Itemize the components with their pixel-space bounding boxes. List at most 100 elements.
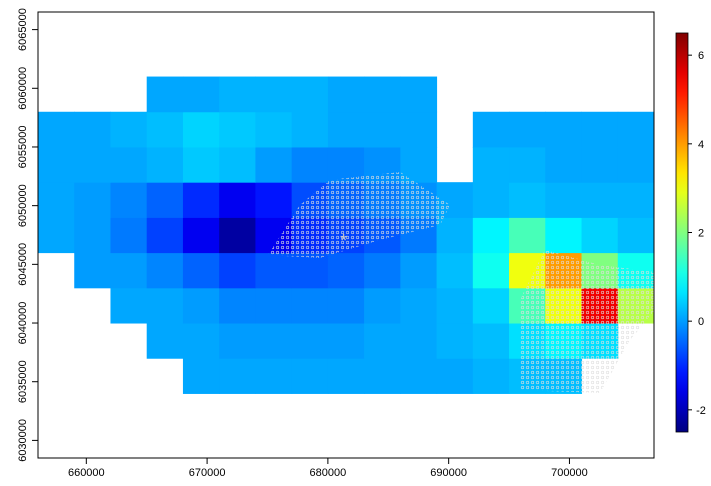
cell (327, 252, 365, 289)
cell (400, 287, 438, 324)
cell (291, 111, 329, 148)
cell (146, 182, 184, 218)
x-tick-label: 680000 (310, 467, 347, 479)
cell (545, 111, 583, 148)
cell (545, 146, 583, 183)
cell (364, 287, 401, 324)
cell (146, 217, 184, 254)
cell (74, 252, 111, 289)
cell (219, 252, 256, 289)
cell (182, 182, 220, 218)
colorbar-tick-label: 6 (698, 50, 704, 62)
cell (617, 217, 655, 254)
cell (255, 358, 293, 394)
colorbar-tick-label: 4 (698, 139, 704, 151)
y-tick-label: 6035000 (17, 360, 29, 403)
cell (400, 111, 438, 148)
cell (146, 287, 184, 324)
cell (219, 323, 256, 359)
cell (74, 217, 111, 254)
cell (364, 323, 401, 359)
cell (146, 252, 184, 289)
cell (38, 182, 75, 218)
y-tick-label: 6050000 (17, 184, 29, 227)
cell (545, 182, 583, 218)
cell (364, 358, 401, 394)
cell (472, 182, 510, 218)
y-tick-label: 6030000 (17, 419, 29, 462)
cell (219, 182, 256, 218)
cell (110, 217, 148, 254)
sample-area (268, 172, 450, 258)
cell (472, 287, 510, 324)
cell (219, 358, 256, 394)
cell (617, 146, 655, 183)
cell (436, 323, 474, 359)
cell (110, 111, 148, 148)
colorbar-tick-label: 2 (698, 228, 704, 240)
y-tick-label: 6065000 (17, 8, 29, 51)
y-tick-label: 6045000 (17, 243, 29, 286)
cell (436, 287, 474, 324)
cell (110, 182, 148, 218)
cell (219, 76, 256, 113)
y-tick-label: 6055000 (17, 126, 29, 169)
x-tick-label: 690000 (430, 467, 467, 479)
cell (182, 252, 220, 289)
x-tick-label: 660000 (68, 467, 105, 479)
cell (581, 182, 619, 218)
cell (545, 217, 583, 254)
cell (364, 76, 401, 113)
cell (255, 76, 293, 113)
y-tick-label: 6040000 (17, 302, 29, 345)
cell (509, 217, 546, 254)
cell (509, 182, 546, 218)
cell (327, 287, 365, 324)
cell (146, 111, 184, 148)
cell (509, 146, 546, 183)
cell (400, 252, 438, 289)
cell (38, 217, 75, 254)
cell (581, 217, 619, 254)
cell (182, 287, 220, 324)
cell (182, 323, 220, 359)
cell (509, 111, 546, 148)
cell (255, 323, 293, 359)
cell (146, 76, 184, 113)
cell (255, 182, 293, 218)
cell (182, 358, 220, 394)
cell (364, 252, 401, 289)
cell (327, 146, 365, 183)
cell (38, 111, 75, 148)
cell (291, 358, 329, 394)
sample-area (520, 250, 655, 393)
cell (255, 146, 293, 183)
cell (146, 323, 184, 359)
cell (182, 217, 220, 254)
cell (182, 111, 220, 148)
plot-frame (37, 11, 655, 459)
cell (581, 111, 619, 148)
cell (291, 252, 329, 289)
cell (291, 76, 329, 113)
cell (110, 252, 148, 289)
cell (110, 146, 148, 183)
cell (182, 76, 220, 113)
x-tick-label: 700000 (551, 467, 588, 479)
cell (327, 323, 365, 359)
cell (291, 146, 329, 183)
cell (472, 217, 510, 254)
cell (219, 217, 256, 254)
cell (436, 358, 474, 394)
cell (255, 287, 293, 324)
cell (291, 287, 329, 324)
cell (182, 146, 220, 183)
cell (472, 358, 510, 394)
cell (146, 146, 184, 183)
cell (364, 111, 401, 148)
cell (436, 217, 474, 254)
cell (327, 358, 365, 394)
cell (219, 146, 256, 183)
cell (110, 287, 148, 324)
